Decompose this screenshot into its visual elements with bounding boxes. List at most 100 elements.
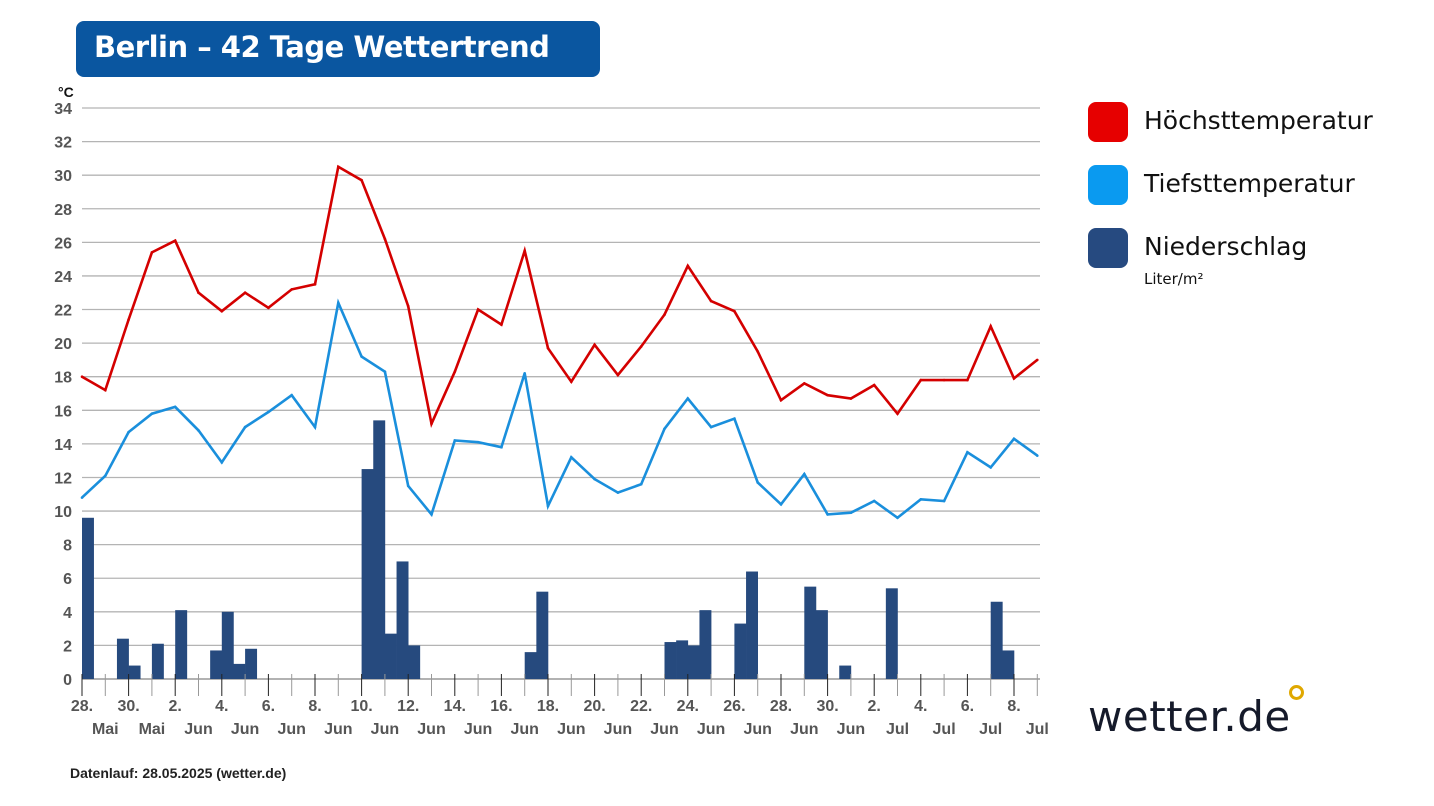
precipitation-bar: [687, 645, 700, 679]
x-tick-month: Jul: [1026, 721, 1049, 738]
data-point: [779, 398, 783, 402]
x-tick-day: 6.: [262, 698, 275, 715]
y-tick-label: 24: [54, 269, 72, 286]
precipitation-bar: [245, 648, 258, 679]
data-point: [104, 474, 107, 478]
data-point: [290, 393, 294, 397]
data-point: [663, 427, 666, 431]
data-point: [267, 410, 270, 414]
data-point: [826, 393, 829, 397]
x-tick-day: 28.: [770, 698, 792, 715]
data-point: [942, 499, 946, 503]
data-point: [1036, 358, 1039, 362]
data-point: [989, 466, 992, 469]
precipitation-bar: [408, 645, 421, 679]
precipitation-bar: [116, 638, 129, 679]
y-axis-unit: °C: [58, 84, 74, 100]
data-point: [150, 251, 154, 254]
precipitation-bar: [82, 517, 94, 679]
data-point: [267, 306, 270, 310]
data-point: [523, 249, 526, 253]
data-point: [500, 445, 503, 449]
x-tick-month: Jun: [324, 721, 352, 738]
x-tick-day: 14.: [444, 698, 466, 715]
data-point: [826, 513, 829, 516]
data-point: [430, 513, 433, 516]
precipitation-bar: [233, 663, 246, 679]
data-point: [546, 504, 550, 508]
data-point: [220, 309, 224, 313]
data-point: [313, 283, 317, 286]
data-point: [616, 491, 620, 494]
data-point: [290, 288, 294, 291]
x-tick-month: Jun: [604, 721, 632, 738]
data-point: [197, 291, 200, 295]
x-tick-month: Mai: [139, 721, 166, 738]
x-tick-day: 16.: [490, 698, 512, 715]
data-point: [686, 397, 690, 400]
data-point: [1036, 454, 1039, 457]
data-point: [849, 511, 853, 515]
data-point: [570, 380, 573, 384]
data-point: [80, 496, 84, 499]
x-tick-month: Jun: [743, 721, 771, 738]
data-point: [383, 237, 387, 241]
data-point: [709, 425, 713, 429]
data-point: [1012, 437, 1016, 441]
data-point: [779, 503, 783, 506]
y-tick-label: 20: [54, 336, 72, 353]
x-tick-month: Jun: [790, 721, 818, 738]
y-tick-label: 8: [63, 538, 72, 555]
data-point: [756, 481, 759, 484]
data-point: [919, 498, 923, 501]
data-run-note: Datenlauf: 28.05.2025 (wetter.de): [70, 765, 287, 781]
x-tick-day: 2.: [868, 698, 881, 715]
data-point: [872, 499, 876, 503]
x-tick-month: Jun: [510, 721, 538, 738]
title-banner: Berlin – 42 Tage Wettertrend: [76, 21, 600, 77]
precipitation-bar: [175, 610, 188, 679]
precipitation-bar: [361, 469, 374, 679]
x-tick-day: 4.: [914, 698, 927, 715]
x-tick-month: Jul: [886, 721, 909, 738]
y-tick-label: 6: [63, 571, 72, 588]
data-point: [593, 343, 596, 347]
data-point: [593, 477, 596, 481]
precipitation-bar: [885, 588, 898, 679]
x-tick-month: Jul: [979, 721, 1002, 738]
precipitation-bar: [536, 591, 549, 679]
data-point: [243, 425, 247, 429]
precipitation-bar: [524, 652, 537, 679]
data-point: [406, 304, 410, 308]
data-point: [616, 373, 620, 377]
y-tick-label: 28: [54, 202, 72, 219]
data-point: [733, 417, 736, 420]
x-tick-day: 28.: [71, 698, 93, 715]
data-point: [360, 178, 363, 182]
legend-unit: Liter/m²: [1144, 270, 1204, 288]
legend-label: Niederschlag: [1144, 232, 1308, 261]
data-point: [337, 301, 340, 305]
data-point: [709, 299, 713, 303]
x-tick-day: 6.: [961, 698, 974, 715]
x-tick-day: 10.: [350, 698, 372, 715]
y-tick-label: 2: [63, 638, 72, 655]
data-point: [733, 309, 736, 313]
logo-sun-icon: [1289, 685, 1304, 700]
data-point: [476, 308, 480, 311]
data-point: [1012, 377, 1016, 380]
data-point: [523, 372, 526, 375]
data-point: [453, 370, 457, 373]
data-point: [989, 325, 992, 328]
precipitation-bar: [664, 642, 677, 679]
data-point: [150, 412, 154, 415]
y-tick-label: 30: [54, 168, 72, 185]
precipitation-bar: [373, 420, 386, 679]
precipitation-bar: [815, 610, 828, 679]
data-point: [756, 350, 759, 353]
x-tick-day: 30.: [816, 698, 838, 715]
data-point: [639, 482, 643, 486]
data-point: [803, 472, 806, 476]
x-tick-month: Jun: [417, 721, 445, 738]
precipitation-bar: [221, 611, 234, 679]
